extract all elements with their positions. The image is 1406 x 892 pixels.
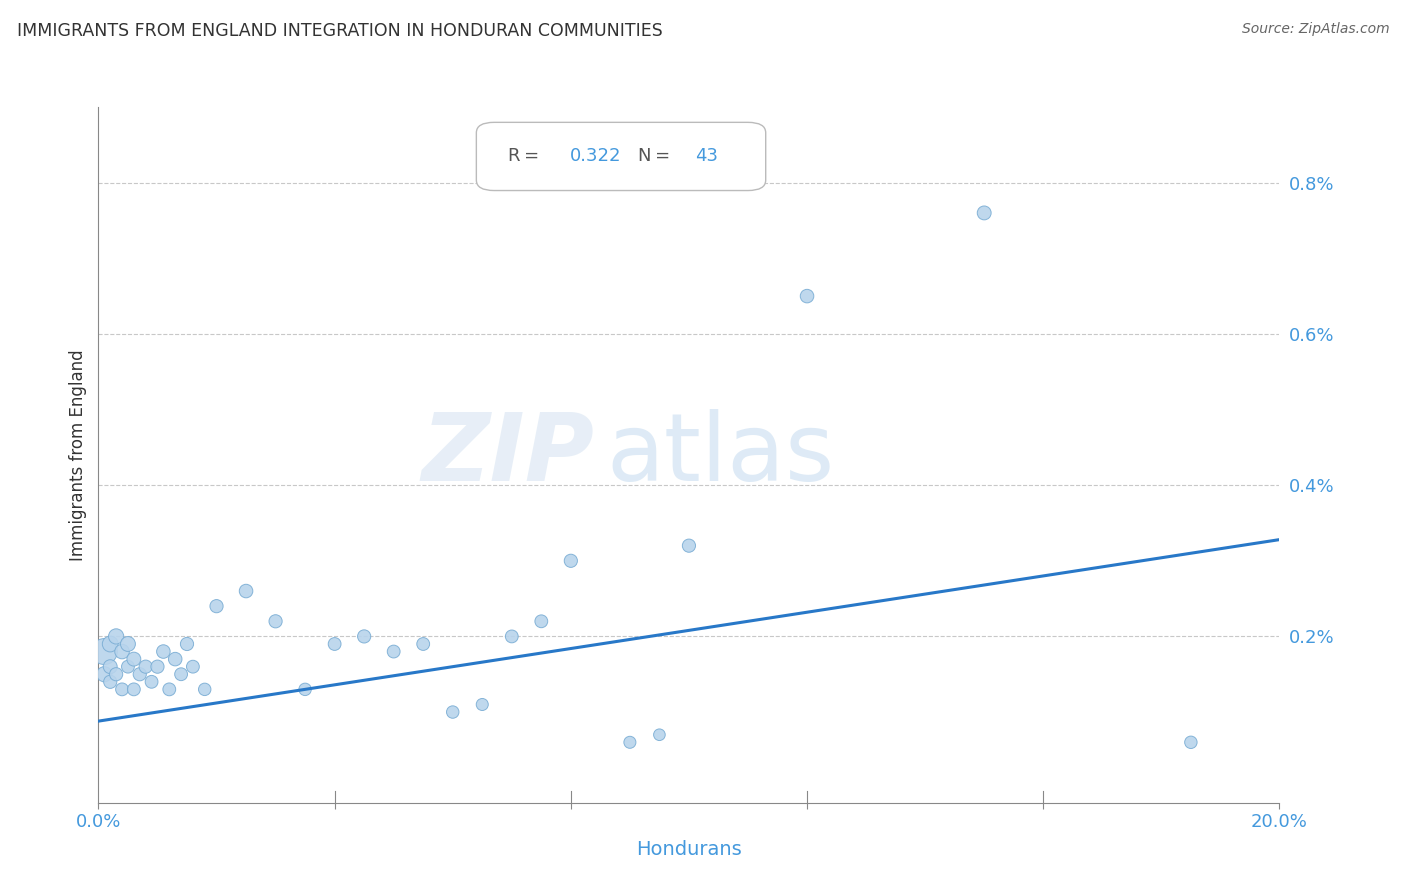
Point: [93, 667, 115, 681]
Point: [323, 637, 346, 651]
X-axis label: Hondurans: Hondurans: [636, 839, 742, 858]
Point: [973, 206, 995, 220]
Point: [122, 652, 145, 666]
Point: [98, 674, 121, 689]
Point: [135, 659, 157, 673]
Point: [412, 637, 434, 651]
Point: [105, 629, 128, 643]
Point: [98, 637, 121, 651]
Text: 0.322: 0.322: [569, 147, 621, 165]
Point: [122, 682, 145, 697]
Point: [471, 698, 494, 712]
Text: IMMIGRANTS FROM ENGLAND INTEGRATION IN HONDURAN COMMUNITIES: IMMIGRANTS FROM ENGLAND INTEGRATION IN H…: [17, 22, 662, 40]
Point: [294, 682, 316, 697]
Point: [796, 289, 818, 303]
Point: [117, 659, 139, 673]
Point: [117, 637, 139, 651]
Text: N =: N =: [638, 147, 673, 165]
Point: [264, 615, 287, 629]
Point: [648, 728, 671, 742]
FancyBboxPatch shape: [477, 122, 766, 191]
Text: Source: ZipAtlas.com: Source: ZipAtlas.com: [1241, 22, 1389, 37]
Point: [194, 682, 217, 697]
Point: [152, 644, 174, 658]
Point: [98, 659, 121, 673]
Point: [146, 659, 169, 673]
Text: R =: R =: [508, 147, 543, 165]
Point: [382, 644, 405, 658]
Point: [170, 667, 193, 681]
Point: [501, 629, 523, 643]
Point: [205, 599, 228, 614]
Point: [176, 637, 198, 651]
Point: [678, 539, 700, 553]
Point: [560, 554, 582, 568]
Point: [111, 644, 134, 658]
Point: [619, 735, 641, 749]
Text: ZIP: ZIP: [422, 409, 595, 501]
Text: 43: 43: [695, 147, 718, 165]
Point: [1180, 735, 1202, 749]
Point: [111, 682, 134, 697]
Point: [157, 682, 180, 697]
Y-axis label: Immigrants from England: Immigrants from England: [69, 349, 87, 561]
Point: [530, 615, 553, 629]
Point: [181, 659, 204, 673]
Point: [165, 652, 187, 666]
Point: [441, 705, 464, 719]
Point: [141, 674, 163, 689]
Point: [235, 584, 257, 599]
Point: [128, 667, 150, 681]
Point: [93, 644, 115, 658]
Point: [353, 629, 375, 643]
Text: atlas: atlas: [606, 409, 835, 501]
Point: [105, 667, 128, 681]
